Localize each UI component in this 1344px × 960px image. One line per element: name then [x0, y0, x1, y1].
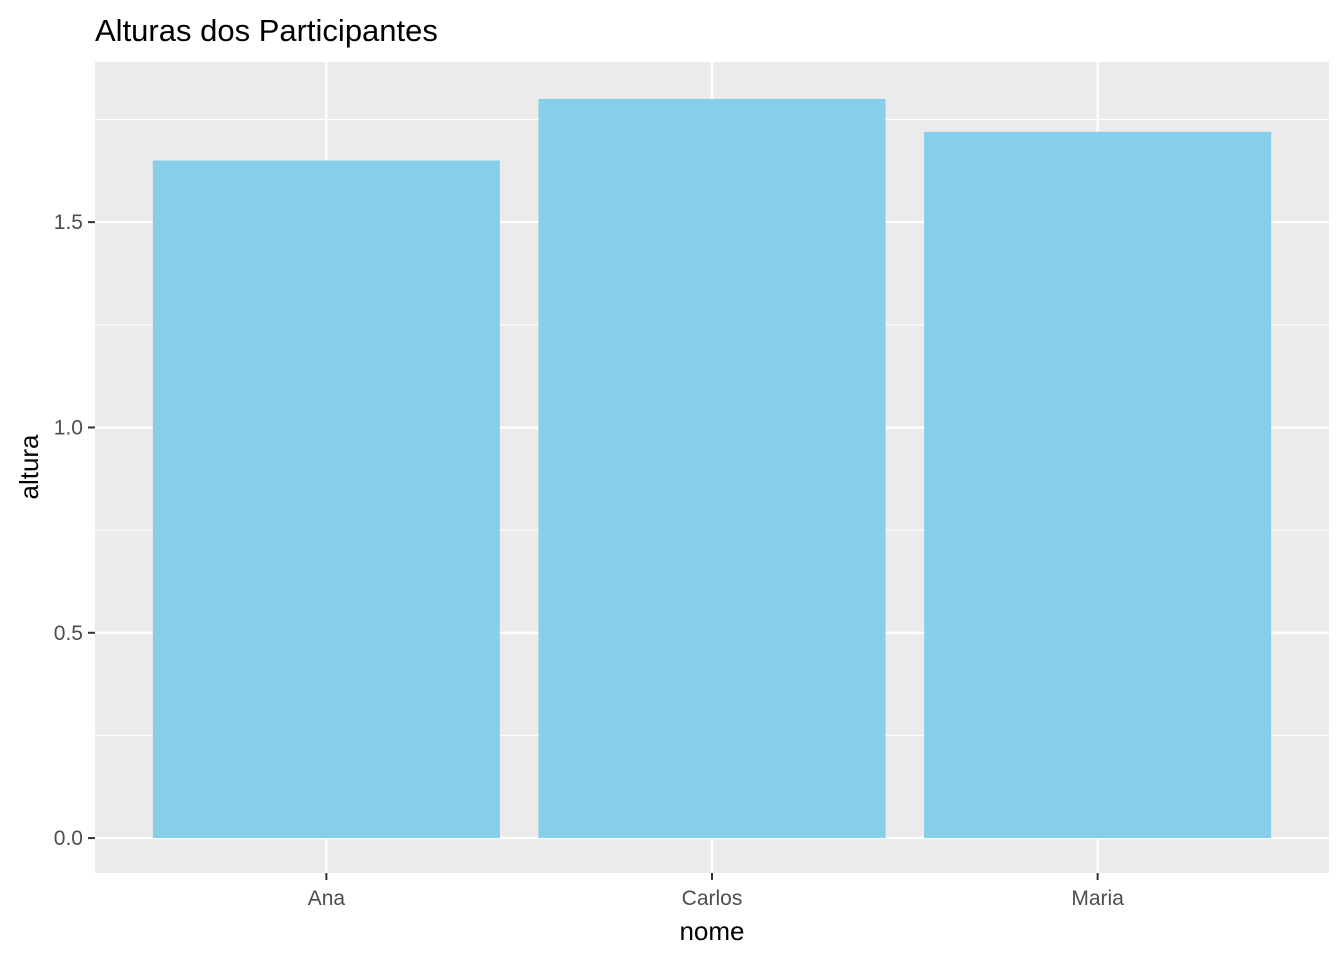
x-tick-label: Carlos [682, 887, 743, 910]
y-tick-label: 0.5 [54, 622, 83, 645]
x-tick-label: Ana [308, 887, 346, 910]
bar-maria [924, 131, 1272, 839]
y-axis-title: altura [14, 434, 44, 500]
x-axis-title: nome [679, 916, 744, 946]
x-tick-label: Maria [1071, 887, 1124, 910]
chart-title: Alturas dos Participantes [95, 13, 438, 48]
y-tick-label: 1.0 [54, 416, 83, 439]
y-tick-label: 0.0 [54, 827, 83, 850]
y-tick-label: 1.5 [54, 211, 83, 234]
bars [152, 98, 1272, 839]
axes: 0.0 0.5 1.0 1.5 Ana Carlos Maria [54, 211, 1124, 910]
bar-ana [152, 160, 500, 839]
bar-carlos [538, 98, 886, 839]
